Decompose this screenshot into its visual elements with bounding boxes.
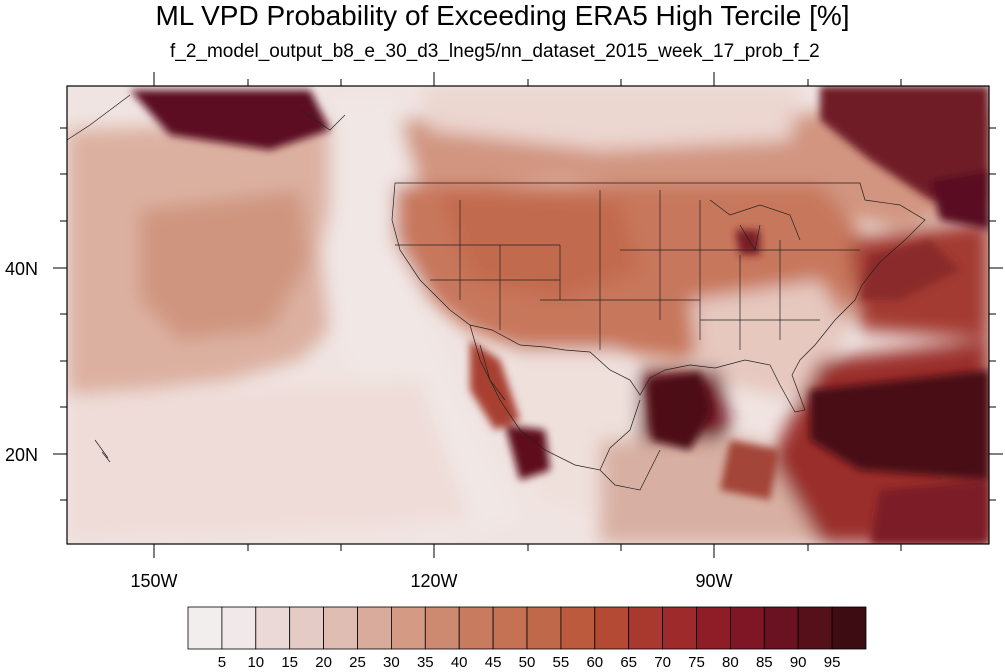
colorbar-tick-label: 25: [349, 654, 366, 671]
colorbar-labels: 5 10 15 20 25 30 35 40 45 50 55 60 65 70 75 80 85 90 95: [0, 654, 1005, 672]
axis-ticks: [53, 72, 1003, 558]
colorbar-box: [221, 606, 257, 650]
colorbar-box: [255, 606, 291, 650]
colorbar-tick-label: 95: [823, 654, 841, 671]
map-title: ML VPD Probability of Exceeding ERA5 Hig…: [155, 0, 850, 31]
colorbar-tick-label: 80: [722, 654, 739, 671]
colorbar-tick-label: 75: [688, 654, 705, 671]
colorbar-box: [323, 606, 358, 650]
colorbar-box: [187, 606, 223, 650]
colorbar-box: [526, 606, 562, 650]
colorbar-tick-label: 40: [450, 654, 468, 671]
probability-field: [67, 86, 989, 544]
colorbar-box: [289, 606, 325, 650]
colorbar-tick-label: 20: [315, 654, 332, 671]
colorbar-tick-label: 60: [586, 654, 604, 671]
coastlines: [67, 94, 926, 491]
lon-label-120w: 120W: [410, 571, 457, 591]
colorbar-tick-label: 50: [518, 654, 536, 671]
colorbar-box: [831, 606, 867, 650]
colorbar-box: [797, 606, 833, 650]
colorbar-tick-label: 30: [383, 654, 400, 671]
colorbar-box: [357, 606, 392, 650]
colorbar-box: [560, 606, 596, 650]
lon-label-90w: 90W: [695, 571, 732, 591]
map-subtitle: f_2_model_output_b8_e_30_d3_lneg5/nn_dat…: [170, 41, 820, 62]
colorbar-tick-label: 10: [247, 654, 265, 671]
colorbar-tick-label: 55: [552, 654, 570, 671]
colorbar-tick-label: 35: [416, 654, 434, 671]
colorbar-tick-label: 65: [620, 654, 638, 671]
colorbar-tick-label: 15: [281, 654, 299, 671]
colorbar-box: [594, 606, 630, 650]
colorbar-box: [390, 606, 426, 650]
colorbar-box: [492, 606, 528, 650]
lon-label-150w: 150W: [130, 571, 177, 591]
colorbar-tick-label: 5: [217, 654, 227, 671]
colorbar: [187, 606, 867, 650]
colorbar-tick-label: 70: [654, 654, 671, 671]
colorbar-box: [628, 606, 664, 650]
colorbar-tick-label: 45: [484, 654, 502, 671]
colorbar-tick-label: 85: [755, 654, 773, 671]
colorbar-box: [662, 606, 697, 650]
colorbar-box: [458, 606, 494, 650]
lat-label-20n: 20N: [5, 445, 38, 465]
colorbar-box: [763, 606, 799, 650]
colorbar-box: [424, 606, 460, 650]
colorbar-box: [730, 606, 765, 650]
lat-label-40n: 40N: [5, 259, 38, 279]
colorbar-tick-label: 90: [789, 654, 807, 671]
colorbar-box: [696, 606, 731, 650]
